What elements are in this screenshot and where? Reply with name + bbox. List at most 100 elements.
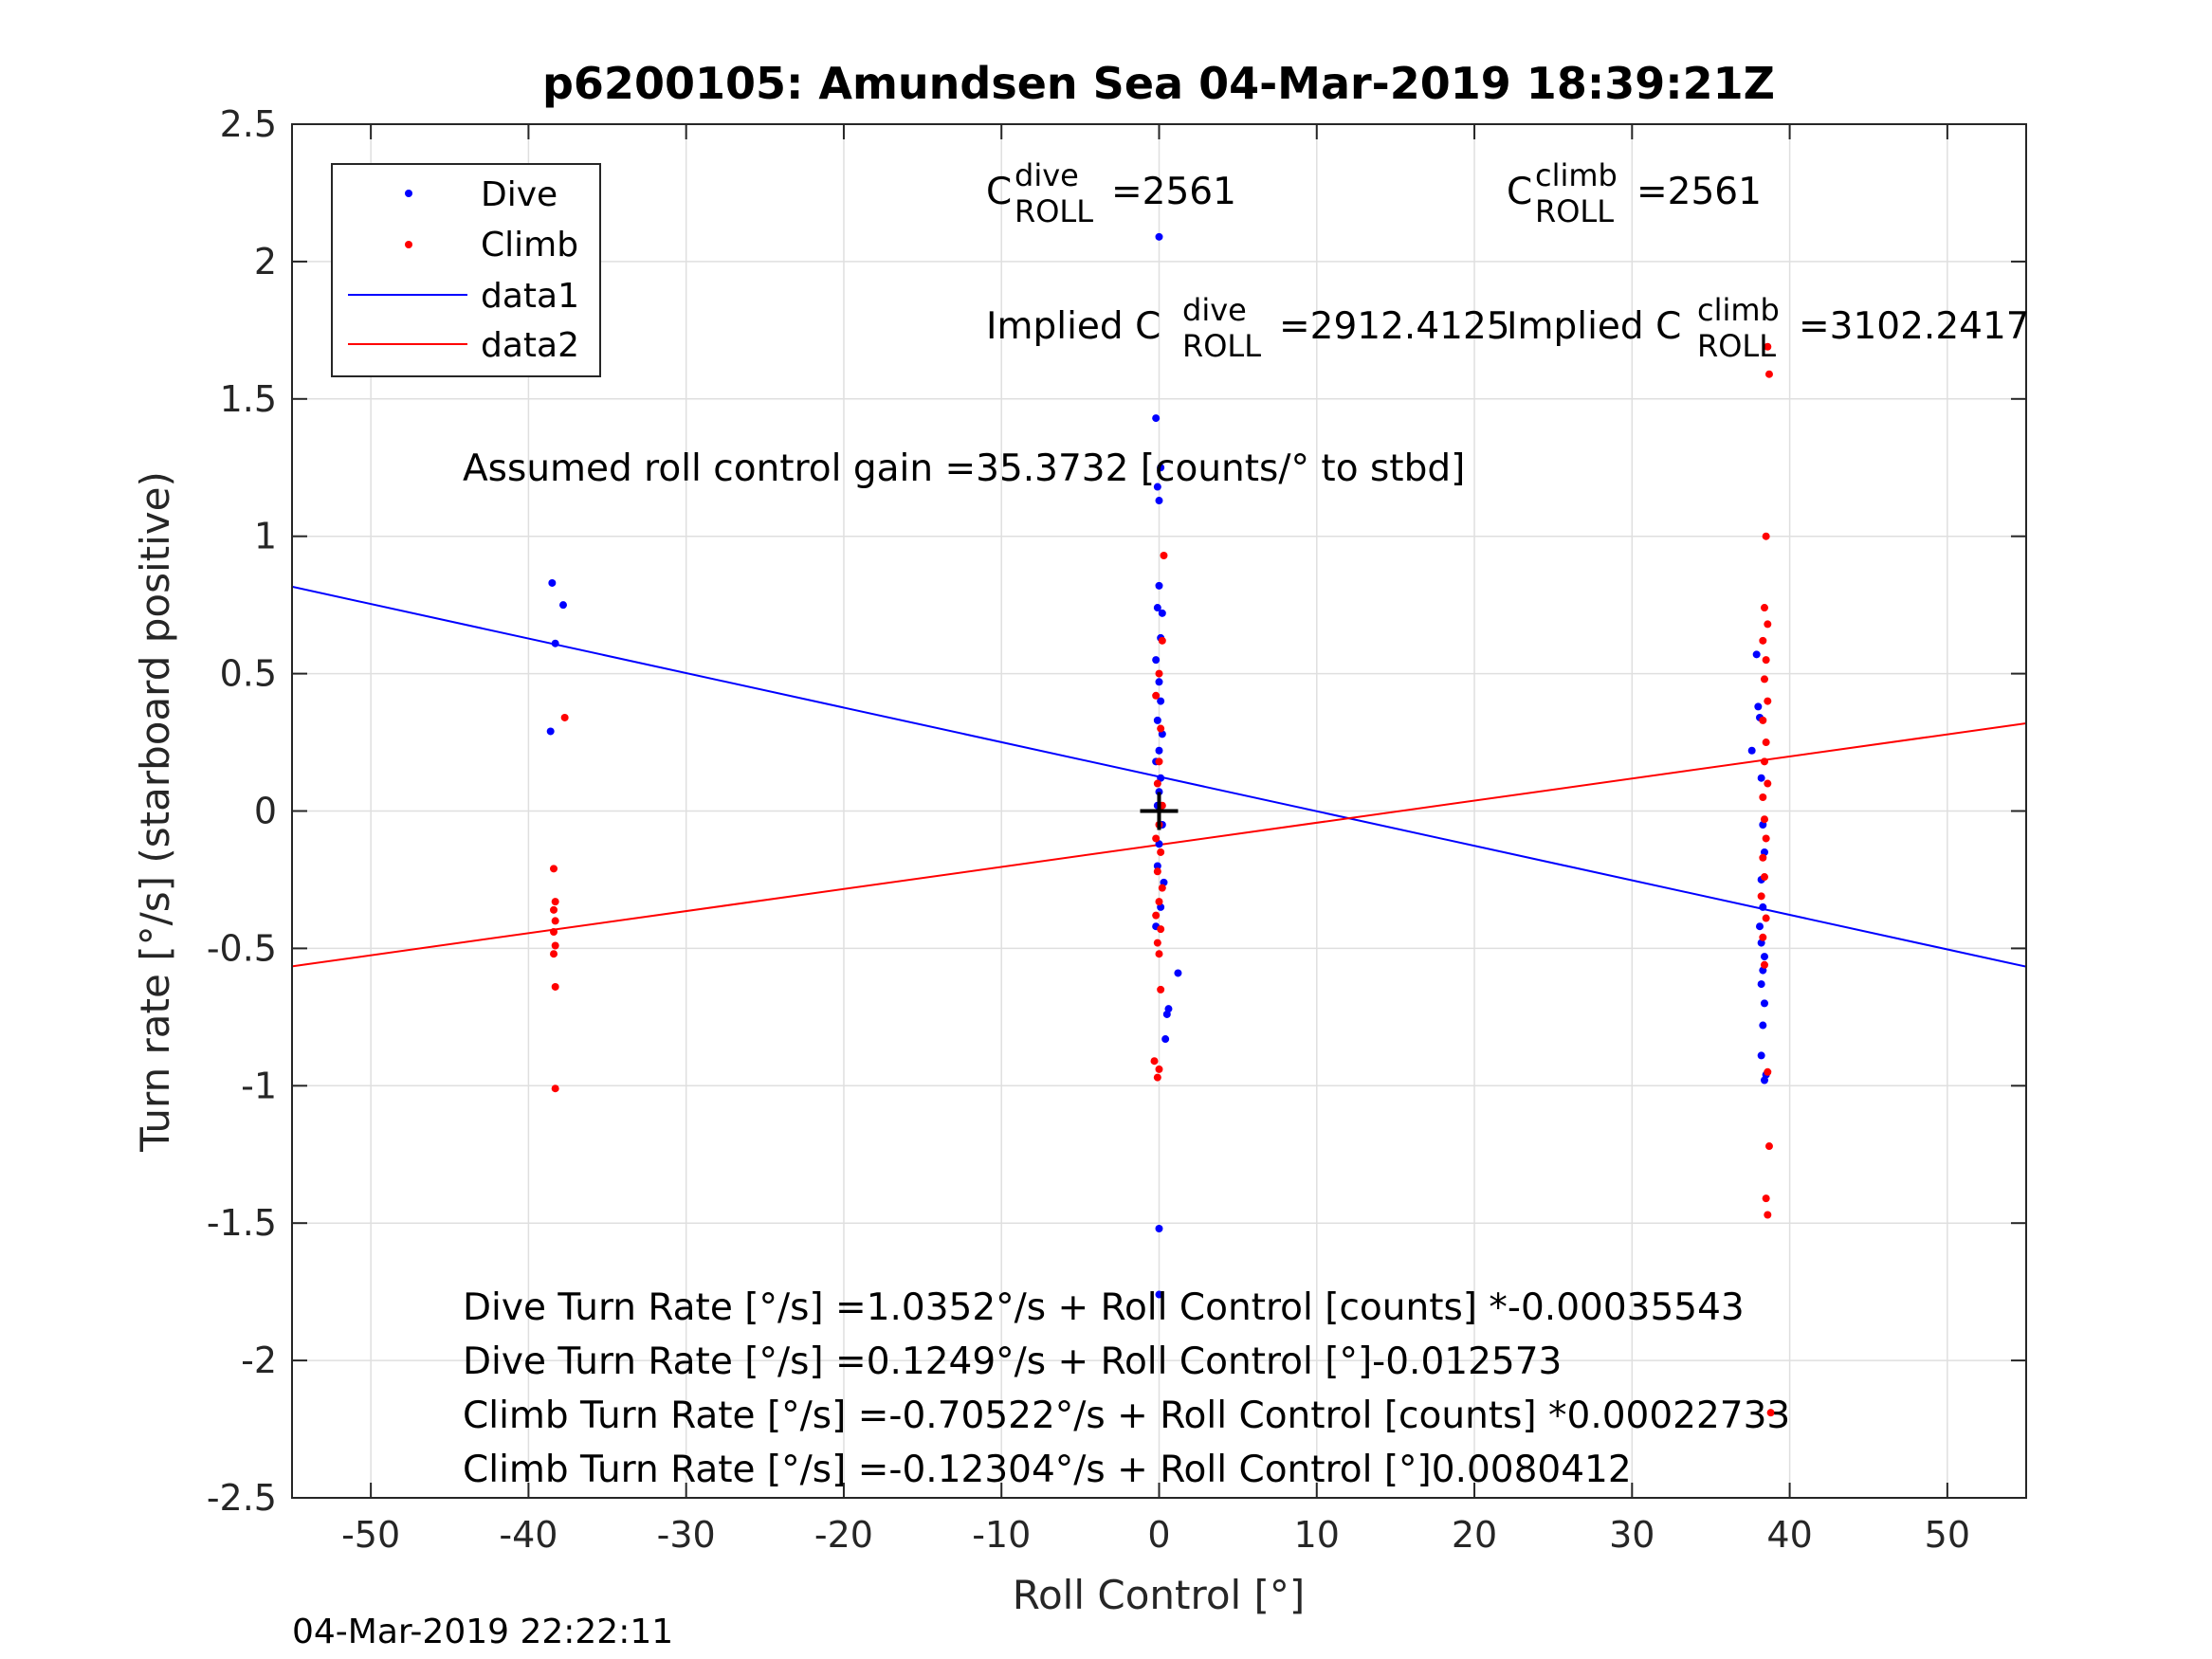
dive-point: [1157, 697, 1165, 705]
climb-point: [1155, 1065, 1163, 1073]
climb-point: [550, 950, 558, 958]
dive-point: [1153, 604, 1161, 612]
dive-point: [1161, 1035, 1170, 1044]
y-tick-label: -1: [241, 1065, 277, 1106]
implied-climb-sub: ROLL: [1697, 328, 1776, 364]
dive-point: [1155, 497, 1163, 505]
climb-point: [1759, 853, 1767, 862]
climb-equation-degrees: Climb Turn Rate [°/s] =-0.12304°/s + Rol…: [463, 1449, 1632, 1491]
c-roll-climb-sup: climb: [1535, 157, 1618, 193]
origin-cross-marker: [1140, 792, 1179, 830]
dive-point: [546, 727, 555, 736]
legend-data1-label: data1: [481, 277, 579, 316]
dive-point: [1155, 840, 1163, 848]
x-tick-label: 20: [1452, 1514, 1497, 1556]
climb-point: [1153, 939, 1161, 947]
y-tick-label: 2.5: [220, 103, 277, 145]
dive-point: [1755, 922, 1764, 931]
climb-point: [1760, 604, 1768, 612]
implied-climb-prefix: Implied C: [1507, 305, 1681, 348]
climb-point: [1762, 914, 1770, 922]
climb-point: [1153, 1073, 1161, 1082]
y-tick-label: 0: [254, 791, 277, 832]
legend-climb-label: Climb: [481, 226, 578, 264]
c-roll-dive-sub: ROLL: [1015, 193, 1093, 229]
dive-point: [1152, 656, 1161, 665]
x-tick-label: 10: [1294, 1514, 1340, 1556]
x-tick-label: 0: [1147, 1514, 1170, 1556]
dive-equation-counts: Dive Turn Rate [°/s] =1.0352°/s + Roll C…: [463, 1286, 1745, 1329]
climb-point: [1764, 779, 1772, 788]
x-tick-label: -40: [499, 1514, 558, 1556]
climb-point: [1155, 950, 1163, 958]
climb-point: [1762, 1194, 1770, 1203]
implied-climb-value: =3102.2417: [1799, 305, 2030, 348]
climb-point: [551, 982, 559, 991]
dive-point: [1757, 1051, 1765, 1060]
dive-point: [1757, 980, 1765, 989]
dive-point: [1162, 1010, 1171, 1018]
climb-point: [551, 941, 559, 950]
y-tick-label: 2: [254, 241, 277, 283]
implied-c-roll-dive-annotation: Implied C dive ROLL =2912.4125: [986, 292, 1510, 364]
c-roll-dive-base: C: [986, 171, 1012, 213]
climb-point: [1760, 960, 1768, 969]
climb-point: [1760, 675, 1768, 684]
y-tick-label: -2.5: [207, 1477, 277, 1519]
dive-point: [1157, 464, 1165, 472]
x-tick-label: -20: [814, 1514, 873, 1556]
implied-dive-sup: dive: [1182, 292, 1247, 328]
climb-point: [551, 1085, 559, 1093]
y-tick-label: 1.5: [220, 378, 277, 420]
climb-point: [1759, 793, 1767, 802]
dive-point: [1153, 862, 1161, 870]
dive-point: [1155, 1224, 1163, 1232]
dive-point: [1759, 902, 1767, 911]
climb-point: [1764, 1067, 1772, 1076]
c-roll-dive-sup: dive: [1015, 157, 1079, 193]
dive-point: [1155, 232, 1163, 241]
climb-point: [1759, 636, 1767, 645]
implied-dive-sub: ROLL: [1182, 328, 1261, 364]
climb-point: [1759, 716, 1767, 724]
climb-point: [1158, 884, 1166, 892]
c-roll-dive-value: =2561: [1111, 171, 1236, 213]
c-roll-dive-annotation: C dive ROLL =2561: [986, 157, 1236, 229]
climb-point: [551, 898, 559, 906]
dive-point: [1155, 746, 1163, 755]
climb-point: [1760, 815, 1768, 824]
legend-box: [331, 163, 601, 377]
dive-point: [1754, 702, 1763, 711]
climb-point: [1153, 867, 1161, 876]
c-roll-climb-annotation: C climb ROLL =2561: [1507, 157, 1762, 229]
climb-point: [551, 917, 559, 925]
x-axis-label: Roll Control [°]: [1013, 1572, 1306, 1618]
climb-point: [1764, 697, 1772, 705]
x-tick-label: -30: [657, 1514, 716, 1556]
climb-point: [1155, 898, 1163, 906]
climb-point: [1160, 551, 1168, 559]
y-tick-label: 1: [254, 516, 277, 557]
dive-point: [1760, 953, 1768, 961]
dive-point: [1174, 969, 1182, 977]
y-tick-label: 0.5: [220, 653, 277, 695]
climb-point: [1759, 933, 1767, 941]
dive-point: [1747, 746, 1756, 755]
dive-point: [1155, 1290, 1163, 1299]
climb-point: [1155, 757, 1163, 766]
implied-climb-sup: climb: [1697, 292, 1780, 328]
climb-point: [1153, 779, 1161, 788]
dive-point: [1757, 774, 1765, 782]
x-tick-label: 40: [1766, 1514, 1812, 1556]
implied-dive-value: =2912.4125: [1279, 305, 1510, 348]
dive-point: [1155, 581, 1163, 590]
c-roll-climb-value: =2561: [1636, 171, 1762, 213]
climb-point: [1764, 342, 1772, 351]
climb-point: [1157, 848, 1165, 856]
dive-point: [1153, 483, 1161, 491]
climb-equation-counts: Climb Turn Rate [°/s] =-0.70522°/s + Rol…: [463, 1395, 1790, 1437]
y-axis-ticks: 2.5 2 1.5 1 0.5 0 -0.5 -1 -1.5 -2 -2.5: [207, 103, 2026, 1519]
dive-point: [551, 639, 559, 647]
c-roll-climb-sub: ROLL: [1535, 193, 1614, 229]
